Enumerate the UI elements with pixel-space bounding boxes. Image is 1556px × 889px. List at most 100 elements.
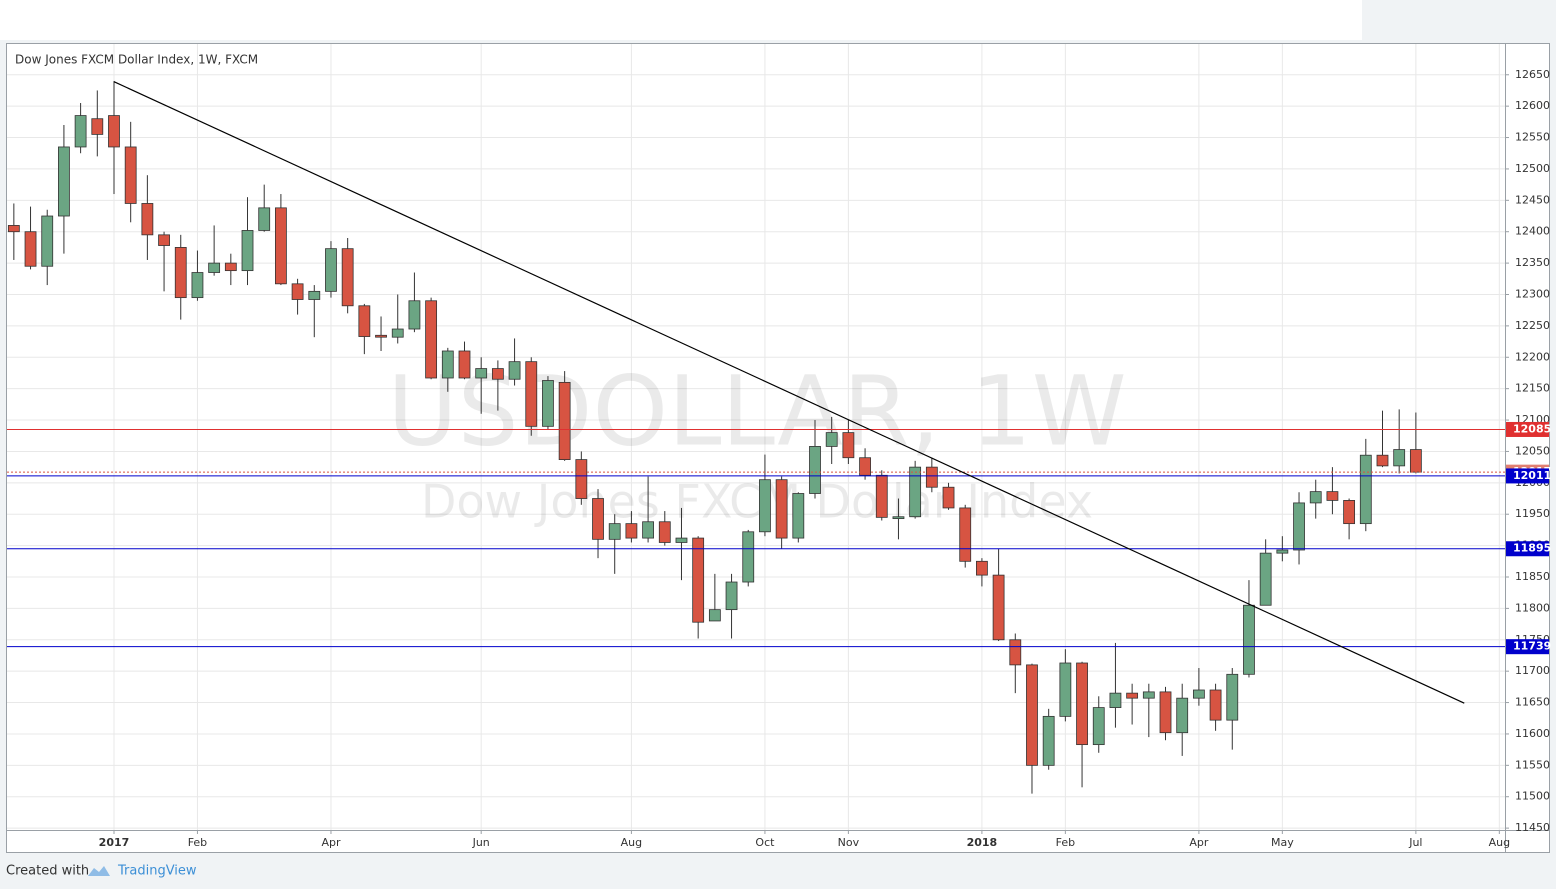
- candle-body: [1243, 604, 1255, 675]
- x-tick-label: Aug: [621, 836, 642, 849]
- y-tick-label: 12050: [1515, 444, 1550, 457]
- candle-body: [1059, 662, 1072, 717]
- candle-body: [592, 498, 604, 540]
- candle-body: [91, 118, 104, 135]
- level-label: 12085: [1513, 422, 1551, 435]
- footer-prefix: Created with: [6, 864, 89, 879]
- axes: 1145011500115501160011650117001175011800…: [99, 68, 1552, 849]
- candle-body: [842, 432, 855, 459]
- candle-body: [274, 207, 287, 285]
- candle-body: [675, 537, 688, 543]
- trendline: [113, 81, 1465, 704]
- candle-body: [1359, 454, 1372, 525]
- candle-body: [558, 381, 571, 461]
- candle-body: [658, 521, 671, 543]
- x-tick-label: Feb: [1056, 836, 1075, 849]
- candle-body: [58, 146, 70, 217]
- candle-body: [208, 262, 221, 273]
- candle-body: [1376, 454, 1389, 467]
- candle-body: [775, 479, 788, 539]
- y-tick-label: 11550: [1515, 758, 1550, 771]
- y-tick-label: 12200: [1515, 350, 1550, 363]
- candle-body: [542, 380, 554, 427]
- candle-body: [942, 486, 955, 509]
- candle-body: [191, 272, 204, 299]
- candle-body: [575, 459, 588, 499]
- x-tick-label: Jul: [1408, 836, 1422, 849]
- candle-body: [1192, 689, 1205, 699]
- level-label-bg: [1506, 421, 1549, 437]
- x-tick-label: 2017: [99, 836, 130, 849]
- candle-body: [391, 328, 404, 338]
- candle-body: [625, 523, 638, 539]
- x-tick-label: May: [1271, 836, 1294, 849]
- candle-body: [608, 523, 621, 540]
- candle-body: [1076, 662, 1088, 746]
- candle-body: [892, 516, 905, 520]
- candle-body: [1259, 552, 1272, 606]
- candle-body: [859, 457, 871, 476]
- candle-body: [408, 300, 421, 330]
- x-tick-label: Jun: [472, 836, 490, 849]
- y-tick-label: 12550: [1515, 131, 1550, 144]
- candle-body: [1276, 549, 1289, 554]
- x-tick-label: Apr: [1189, 836, 1209, 849]
- x-tick-label: Feb: [188, 836, 207, 849]
- candle-body: [1042, 715, 1055, 766]
- candle-body: [491, 368, 504, 380]
- candle-body: [742, 531, 755, 583]
- candle-body: [1026, 664, 1038, 766]
- x-tick-label: Nov: [838, 836, 860, 849]
- candle-body: [1226, 673, 1239, 721]
- top-bar: [0, 0, 1362, 40]
- level-label: 11739: [1513, 640, 1551, 653]
- candle-body: [792, 493, 805, 539]
- y-tick-label: 12250: [1515, 319, 1550, 332]
- x-tick-label: Apr: [321, 836, 341, 849]
- candle-body: [108, 115, 120, 148]
- candle-body: [258, 207, 271, 231]
- plot: [7, 81, 1505, 794]
- y-tick-label: 11450: [1515, 821, 1550, 834]
- candle-body: [875, 474, 888, 518]
- candle-body: [74, 115, 87, 148]
- y-tick-label: 11700: [1515, 664, 1550, 677]
- level-label-bg: [1506, 541, 1549, 557]
- candle-body: [224, 262, 237, 272]
- candle-body: [1293, 502, 1305, 551]
- candle-body: [1409, 449, 1422, 473]
- candle-body: [1393, 449, 1406, 467]
- candle-body: [291, 283, 304, 300]
- candle-body: [441, 350, 454, 379]
- footer-brand[interactable]: TradingView: [117, 864, 197, 879]
- level-label: 11895: [1513, 542, 1551, 555]
- y-tick-label: 12450: [1515, 193, 1550, 206]
- candle-body: [158, 234, 170, 246]
- candle-body: [1142, 691, 1155, 699]
- candle-body: [725, 581, 738, 611]
- y-tick-label: 11850: [1515, 570, 1550, 583]
- tradingview-logo: [88, 866, 110, 876]
- y-tick-label: 12300: [1515, 287, 1550, 300]
- y-tick-label: 12650: [1515, 68, 1550, 81]
- y-tick-label: 11950: [1515, 507, 1550, 520]
- level-label: 12011: [1513, 469, 1551, 482]
- y-tick-label: 11800: [1515, 601, 1550, 614]
- candle-body: [1309, 491, 1322, 504]
- candle-body: [809, 446, 821, 494]
- level-label-bg: [1506, 468, 1549, 484]
- candle-body: [1326, 491, 1339, 501]
- x-tick-label: Oct: [755, 836, 775, 849]
- candle-body: [341, 248, 354, 307]
- grid: [7, 44, 1505, 830]
- candle-body: [1126, 692, 1139, 699]
- candle-body: [358, 305, 371, 337]
- candle-body: [508, 361, 521, 380]
- y-tick-label: 11500: [1515, 790, 1550, 803]
- candle-body: [458, 350, 471, 379]
- candle-body: [1092, 707, 1105, 746]
- watermark-subtitle: Dow Jones FXCM Dollar Index: [421, 475, 1093, 529]
- candle-body: [1176, 697, 1189, 734]
- candle-body: [1343, 500, 1356, 525]
- y-tick-label: 12400: [1515, 225, 1550, 238]
